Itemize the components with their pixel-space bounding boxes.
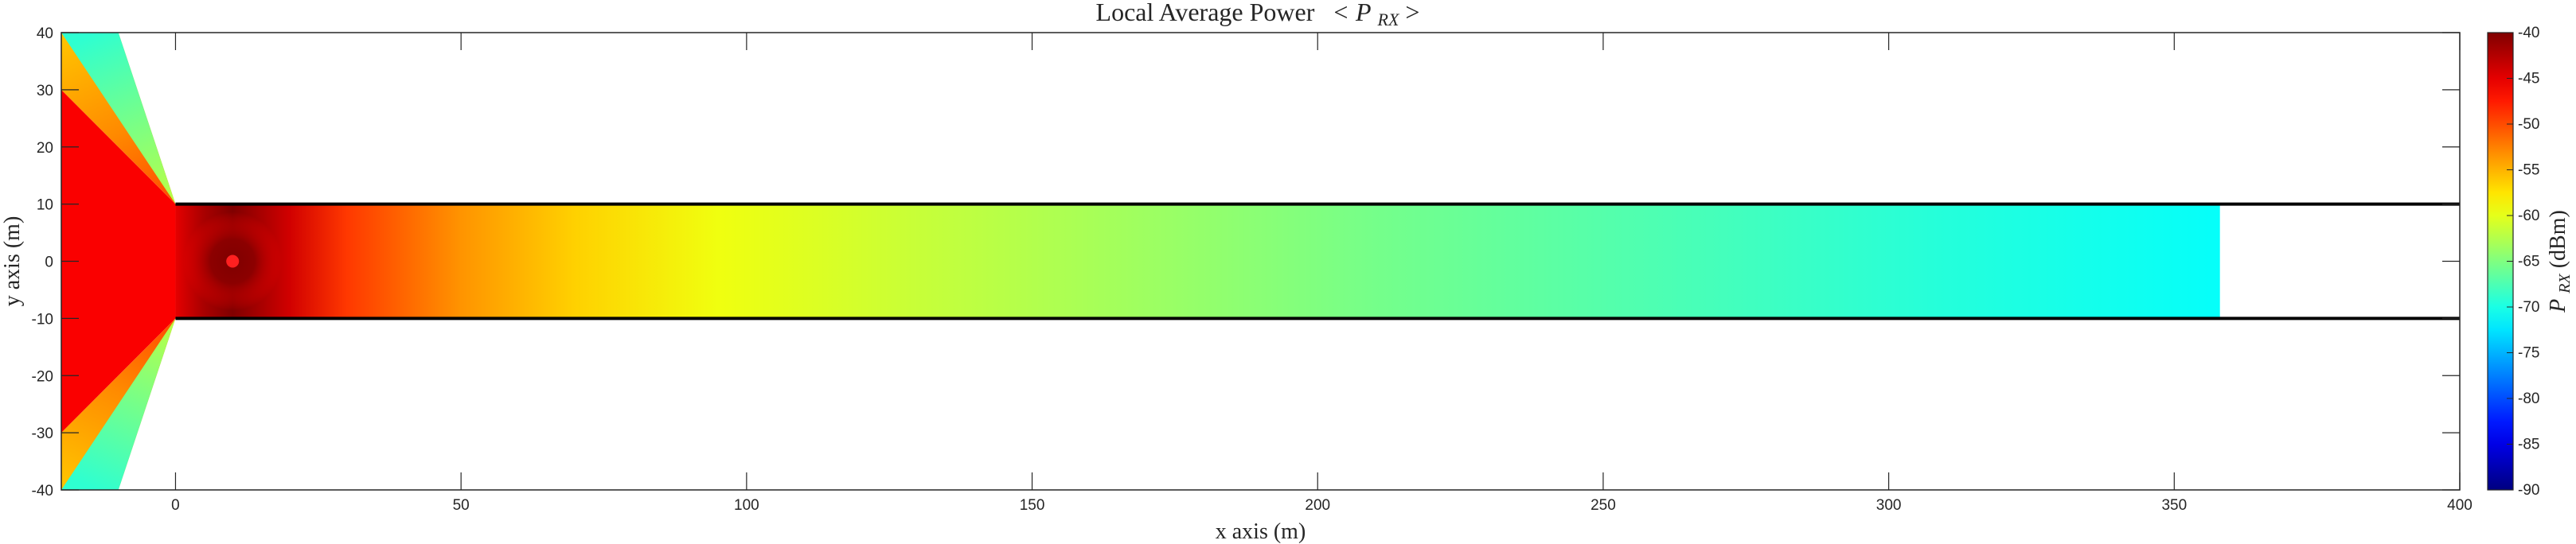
chart-title: Local Average Power < P RX > [1096,0,1420,31]
heatmap-layer [61,33,2220,490]
colorbar-tick-label: -80 [2518,391,2539,407]
y-tick-label: -40 [32,483,53,499]
colorbar-tick-label: -85 [2518,437,2539,453]
chart-title-math: < P [1332,0,1371,26]
colorbar-tick-label: -65 [2518,254,2539,270]
x-tick-label: 250 [1590,497,1616,514]
x-ticks: 0 50 100 150 200 250 300 350 400 [171,33,2473,514]
y-tick-label: -10 [32,311,53,328]
x-tick-label: 200 [1305,497,1330,514]
corridor-power-field [175,204,2220,319]
x-tick-label: 100 [734,497,759,514]
colorbar-label-sub: RX [2556,274,2574,294]
chart-title-math-sub: RX [1377,10,1400,29]
transmitter-layer [226,255,240,268]
outer-region-upper-cyan [61,33,176,204]
plot-area: 0 50 100 150 200 250 300 350 400 -40 -30 -20 -10 0 10… [32,25,2473,514]
x-tick-label: 300 [1876,497,1902,514]
colorbar-tick-label: -50 [2518,116,2539,133]
colorbar-tick-label: -40 [2518,25,2539,41]
outer-region-lower-cyan [61,318,176,490]
colorbar-label-main: P [2546,299,2570,313]
colorbar-tick-label: -75 [2518,345,2539,362]
y-ticks: -40 -30 -20 -10 0 10 20 30 40 [32,25,2460,499]
y-tick-label: 0 [45,255,53,271]
transmitter-marker [226,255,240,268]
x-axis-label: x axis (m) [1216,519,1306,544]
colorbar-label-unit: (dBm) [2546,210,2570,268]
x-tick-label: 50 [453,497,470,514]
chart-title-math-end: > [1405,0,1419,26]
colorbar: -90 -85 -80 -75 -70 -65 -60 -55 -50 -45 -40 P RX (… [2487,25,2575,499]
x-tick-label: 150 [1020,497,1045,514]
colorbar-label: P RX (dBm) [2546,210,2575,313]
colorbar-tick-label: -70 [2518,299,2539,316]
y-axis-label: y axis (m) [0,216,25,307]
y-tick-label: 20 [37,140,53,157]
colorbar-ticks: -90 -85 -80 -75 -70 -65 -60 -55 -50 -45 -40 [2507,25,2539,499]
x-tick-label: 400 [2447,497,2473,514]
x-tick-label: 350 [2161,497,2187,514]
walls-layer [175,202,2460,321]
colorbar-tick-label: -55 [2518,162,2539,179]
y-tick-label: -20 [32,368,53,385]
colorbar-tick-label: -45 [2518,71,2539,87]
x-tick-label: 0 [171,497,180,514]
colorbar-tick-label: -60 [2518,208,2539,224]
y-tick-label: -30 [32,425,53,442]
colorbar-tick-label: -90 [2518,482,2539,499]
y-tick-label: 30 [37,83,53,99]
chart-title-text: Local Average Power [1096,0,1315,26]
y-tick-label: 10 [37,197,53,214]
y-tick-label: 40 [37,25,53,42]
